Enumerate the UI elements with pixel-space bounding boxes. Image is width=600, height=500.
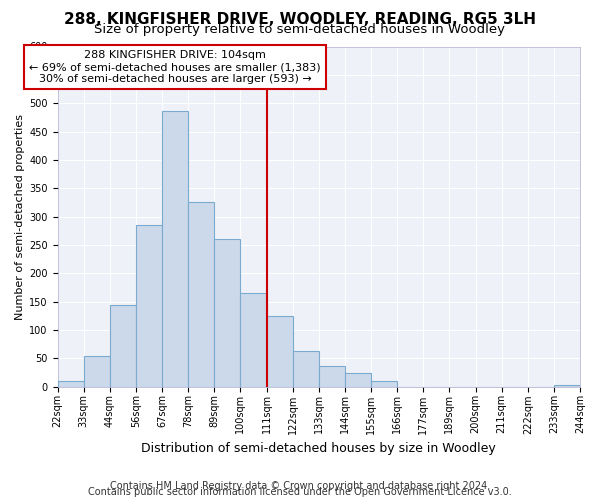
Text: Contains public sector information licensed under the Open Government Licence v3: Contains public sector information licen… <box>88 487 512 497</box>
Bar <box>214 238 241 386</box>
Bar <box>188 202 214 386</box>
Bar <box>241 293 266 386</box>
Text: Contains HM Land Registry data © Crown copyright and database right 2024.: Contains HM Land Registry data © Crown c… <box>110 481 490 491</box>
Bar <box>83 356 110 386</box>
Bar <box>110 306 136 386</box>
Bar <box>136 225 162 386</box>
Bar <box>319 366 345 386</box>
Bar <box>554 385 580 386</box>
Bar <box>266 316 293 386</box>
X-axis label: Distribution of semi-detached houses by size in Woodley: Distribution of semi-detached houses by … <box>142 442 496 455</box>
Bar <box>58 381 83 386</box>
Bar <box>293 351 319 386</box>
Bar <box>162 110 188 386</box>
Text: Size of property relative to semi-detached houses in Woodley: Size of property relative to semi-detach… <box>95 22 505 36</box>
Bar <box>371 381 397 386</box>
Bar <box>345 373 371 386</box>
Text: 288, KINGFISHER DRIVE, WOODLEY, READING, RG5 3LH: 288, KINGFISHER DRIVE, WOODLEY, READING,… <box>64 12 536 28</box>
Y-axis label: Number of semi-detached properties: Number of semi-detached properties <box>15 114 25 320</box>
Text: 288 KINGFISHER DRIVE: 104sqm
← 69% of semi-detached houses are smaller (1,383)
3: 288 KINGFISHER DRIVE: 104sqm ← 69% of se… <box>29 50 321 84</box>
